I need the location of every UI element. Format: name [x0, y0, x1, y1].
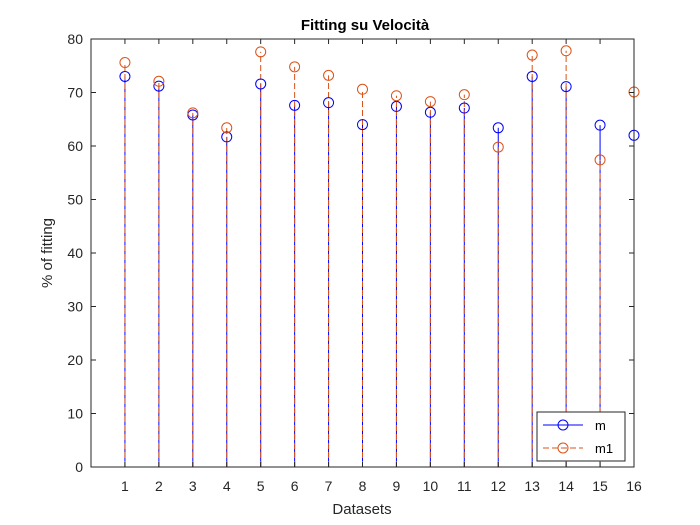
data-point-m — [221, 131, 233, 143]
y-tick-label: 20 — [67, 352, 83, 368]
legend: m m1 — [536, 411, 626, 462]
data-point-m1 — [560, 45, 572, 57]
legend-label-m: m — [595, 418, 606, 433]
x-tick-label: 13 — [524, 478, 540, 494]
y-tick-label: 60 — [67, 138, 83, 154]
x-tick-label: 4 — [223, 478, 231, 494]
data-point-m — [526, 70, 538, 82]
legend-label-m1: m1 — [595, 441, 613, 456]
x-tick-label: 3 — [189, 478, 197, 494]
y-tick-label: 10 — [67, 406, 83, 422]
stem-lines — [124, 50, 635, 467]
y-axis-label: % of fitting — [39, 218, 56, 288]
data-point-m1 — [492, 141, 504, 153]
x-tick-label: 7 — [325, 478, 333, 494]
data-point-m — [289, 99, 301, 111]
y-tick-label: 80 — [67, 31, 83, 47]
x-tick-label: 6 — [291, 478, 299, 494]
legend-marker-m — [557, 419, 569, 431]
data-point-m — [424, 106, 436, 118]
y-tick-label: 70 — [67, 85, 83, 101]
data-point-m — [492, 122, 504, 134]
data-point-m1 — [526, 49, 538, 61]
data-point-m — [560, 81, 572, 93]
chart-title: Fitting su Velocità — [301, 17, 430, 34]
x-tick-label: 8 — [359, 478, 367, 494]
x-tick-label: 14 — [558, 478, 574, 494]
y-tick-label: 30 — [67, 299, 83, 315]
x-tick-label: 1 — [121, 478, 129, 494]
data-point-m — [323, 97, 335, 109]
x-tick-label: 12 — [490, 478, 506, 494]
data-point-m — [458, 102, 470, 114]
y-axis: 0 10 20 30 40 50 60 70 80 — [67, 31, 634, 475]
y-tick-label: 0 — [75, 459, 83, 475]
x-tick-label: 11 — [457, 478, 472, 494]
data-point-m — [119, 70, 131, 82]
data-point-m1 — [221, 122, 233, 134]
data-point-m1 — [357, 83, 368, 95]
x-tick-label: 15 — [592, 478, 608, 494]
data-point-m1 — [458, 89, 470, 101]
data-point-m1 — [255, 46, 267, 58]
data-point-m — [153, 80, 165, 92]
data-point-m1 — [594, 154, 606, 166]
data-point-m — [594, 119, 606, 131]
x-tick-label: 2 — [155, 478, 163, 494]
data-point-m1 — [424, 96, 436, 108]
y-tick-label: 40 — [67, 245, 83, 261]
data-point-m1 — [119, 57, 131, 69]
legend-box — [536, 411, 626, 462]
x-tick-label: 10 — [423, 478, 439, 494]
data-point-m — [357, 119, 368, 131]
data-point-m1 — [187, 107, 199, 119]
x-tick-label: 5 — [257, 478, 265, 494]
data-point-m1 — [289, 61, 301, 73]
data-point-m1 — [323, 69, 335, 81]
y-tick-label: 50 — [67, 192, 83, 208]
data-point-m1 — [390, 90, 402, 102]
data-point-m — [390, 100, 402, 112]
x-axis-label: Datasets — [332, 501, 391, 518]
x-axis: 1 2 3 4 5 6 7 8 9 10 11 12 13 14 15 16 — [121, 39, 642, 494]
x-tick-label: 9 — [393, 478, 401, 494]
x-tick-label: 16 — [626, 478, 642, 494]
data-point-m1 — [153, 75, 165, 87]
data-point-m — [255, 78, 267, 90]
legend-marker-m1 — [557, 442, 569, 454]
